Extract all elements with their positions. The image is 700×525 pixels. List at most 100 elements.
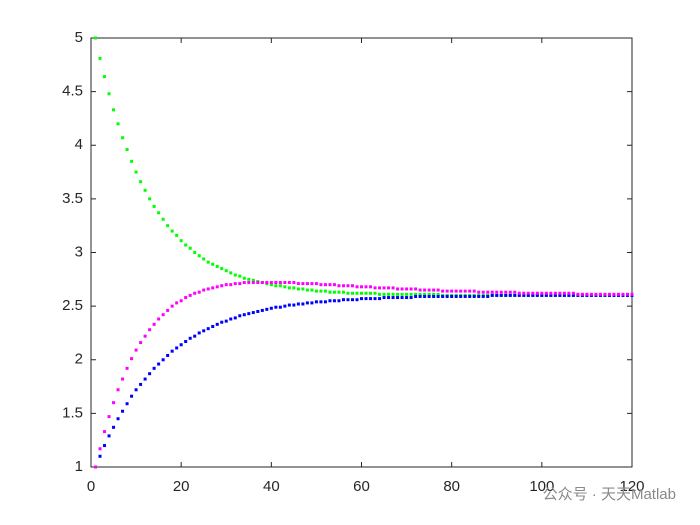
x-tick-label: 100 (529, 478, 554, 495)
marker (197, 254, 201, 258)
marker (166, 353, 170, 357)
marker (391, 292, 395, 296)
marker (580, 292, 584, 296)
marker (468, 289, 472, 293)
marker (369, 285, 373, 289)
marker (175, 233, 179, 237)
marker (454, 289, 458, 293)
marker (459, 289, 463, 293)
marker (544, 291, 548, 295)
marker (202, 288, 206, 292)
marker (508, 293, 512, 297)
marker (544, 293, 548, 297)
marker (157, 211, 161, 215)
marker (382, 292, 386, 296)
marker (310, 301, 314, 305)
marker (310, 288, 314, 292)
marker (341, 298, 345, 302)
marker (112, 108, 116, 112)
marker (373, 291, 377, 295)
marker (94, 36, 98, 40)
marker (206, 327, 210, 331)
marker (540, 291, 544, 295)
x-tick-label: 80 (443, 478, 460, 495)
marker (450, 294, 454, 298)
marker (414, 294, 418, 298)
marker (373, 297, 377, 301)
marker (450, 289, 454, 293)
marker (125, 402, 129, 406)
marker (206, 287, 210, 291)
marker (265, 281, 269, 285)
marker (360, 291, 363, 295)
marker (418, 292, 422, 296)
marker (116, 417, 120, 421)
marker (161, 313, 165, 317)
marker (148, 197, 152, 201)
marker (121, 136, 125, 140)
marker (139, 382, 143, 386)
marker (499, 290, 503, 294)
marker (256, 309, 260, 313)
marker (278, 281, 282, 285)
marker (436, 288, 440, 292)
marker (152, 204, 156, 208)
marker (314, 289, 318, 293)
marker (332, 299, 336, 303)
marker (468, 294, 472, 298)
marker (495, 293, 499, 297)
marker (598, 292, 602, 296)
marker (360, 285, 363, 289)
marker (107, 434, 111, 438)
marker (571, 293, 575, 297)
marker (134, 170, 138, 174)
marker (463, 294, 467, 298)
marker (571, 291, 575, 295)
marker (130, 357, 134, 361)
marker (170, 229, 174, 233)
marker (139, 180, 143, 184)
marker (423, 292, 427, 296)
marker (202, 329, 206, 333)
marker (508, 290, 512, 294)
marker (391, 286, 395, 290)
marker (260, 281, 264, 285)
marker (283, 285, 287, 289)
marker (278, 305, 282, 309)
marker (197, 331, 201, 335)
marker (387, 292, 391, 296)
marker (220, 284, 224, 288)
marker (184, 243, 188, 247)
marker (98, 56, 102, 60)
marker (540, 293, 544, 297)
marker (256, 281, 260, 285)
marker (238, 282, 242, 286)
y-tick-label: 1.5 (62, 404, 83, 421)
marker (296, 302, 300, 306)
marker (486, 290, 490, 294)
marker (319, 283, 323, 287)
marker (513, 293, 517, 297)
marker (418, 288, 422, 292)
marker (436, 292, 440, 296)
marker (229, 283, 233, 287)
marker (490, 290, 494, 294)
marker (481, 290, 485, 294)
marker (179, 239, 183, 243)
marker (229, 271, 233, 275)
marker (229, 317, 233, 321)
marker (603, 292, 607, 296)
marker (409, 296, 413, 300)
marker (242, 313, 246, 317)
marker (112, 401, 116, 405)
marker (296, 287, 300, 291)
marker (265, 307, 269, 311)
marker (269, 281, 273, 285)
marker (364, 297, 368, 301)
marker (233, 316, 237, 320)
marker (612, 292, 616, 296)
marker (319, 300, 323, 304)
marker (346, 291, 350, 295)
marker (454, 294, 458, 298)
marker (103, 444, 107, 448)
